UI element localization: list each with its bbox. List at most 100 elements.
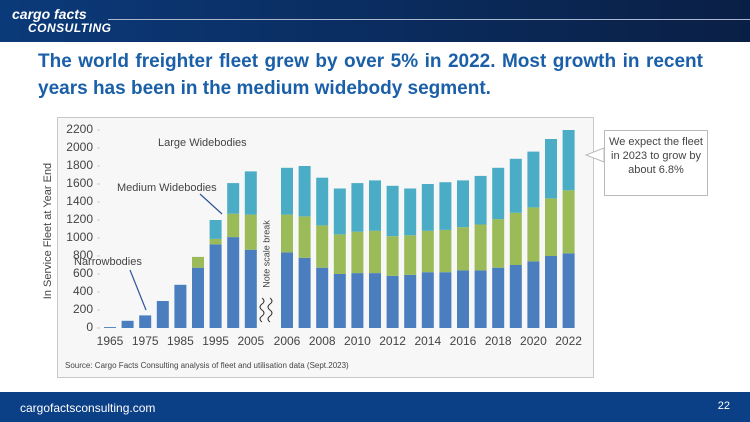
annotation: Large Widebodies bbox=[158, 137, 247, 149]
annotation-arrow bbox=[199, 193, 223, 215]
bar-segment bbox=[316, 177, 329, 226]
bar-segment bbox=[227, 237, 240, 328]
bar-segment bbox=[209, 220, 222, 239]
bar-segment bbox=[369, 180, 381, 231]
bar-segment bbox=[439, 182, 452, 230]
bar-segment bbox=[298, 166, 311, 217]
x-tick-label: 2016 bbox=[450, 334, 477, 348]
bar-segment bbox=[227, 213, 240, 238]
bar-segment bbox=[386, 236, 399, 276]
bar-segment bbox=[244, 249, 257, 328]
bar-segment bbox=[562, 253, 575, 328]
callout-pointer bbox=[584, 147, 605, 163]
bar-segment bbox=[474, 175, 487, 225]
x-tick-label: 1965 bbox=[97, 334, 124, 348]
bar-segment bbox=[527, 261, 540, 328]
bar-segment bbox=[333, 188, 346, 235]
x-tick-label: 2008 bbox=[309, 334, 336, 348]
y-tick-label: 0 bbox=[86, 320, 93, 334]
bar-segment bbox=[457, 270, 469, 328]
bar-segment bbox=[192, 267, 204, 328]
y-tick-label: 2200 bbox=[66, 122, 93, 136]
bar-segment bbox=[298, 257, 311, 328]
bar-segment bbox=[386, 185, 399, 237]
bar-segment bbox=[421, 230, 434, 273]
x-tick-label: 2020 bbox=[520, 334, 547, 348]
y-tick-label: 600 bbox=[73, 266, 93, 280]
y-tick-label: 200 bbox=[73, 302, 93, 316]
bar-segment bbox=[316, 267, 329, 328]
bar-segment bbox=[457, 227, 469, 271]
page-number: 22 bbox=[717, 400, 730, 412]
bar-segment bbox=[369, 230, 381, 274]
bar-segment bbox=[386, 275, 399, 328]
bar-segment bbox=[439, 229, 452, 273]
bar-segment bbox=[351, 183, 364, 232]
bar-segment bbox=[192, 256, 204, 268]
scale-break-symbol bbox=[259, 297, 273, 323]
footer-bar: cargofactsconsulting.com 22 bbox=[0, 392, 750, 422]
bar-segment bbox=[404, 274, 417, 328]
bar-segment bbox=[244, 171, 257, 215]
scale-break-label: Note scale break bbox=[261, 220, 271, 288]
x-tick-label: 2018 bbox=[485, 334, 512, 348]
x-tick-label: 1975 bbox=[132, 334, 159, 348]
bar-segment bbox=[509, 212, 522, 265]
bar-segment bbox=[333, 234, 346, 274]
y-tick-label: 1400 bbox=[66, 194, 93, 208]
bar-segment bbox=[457, 180, 469, 228]
bar-segment bbox=[492, 167, 505, 220]
bar-segment bbox=[121, 320, 134, 328]
x-tick-label: 1995 bbox=[202, 334, 229, 348]
y-tick-label: 2000 bbox=[66, 140, 93, 154]
x-tick-label: 1985 bbox=[167, 334, 194, 348]
bar-segment bbox=[351, 231, 364, 274]
bar-segment bbox=[404, 235, 417, 275]
y-tick-label: 1000 bbox=[66, 230, 93, 244]
bar-segment bbox=[333, 274, 346, 328]
x-tick-label: 2006 bbox=[274, 334, 301, 348]
logo-text: cargo facts bbox=[12, 6, 87, 22]
website: cargofactsconsulting.com bbox=[20, 401, 156, 415]
bar-segment bbox=[139, 315, 152, 328]
bar-segment bbox=[281, 214, 293, 253]
top-bar: cargo facts CONSULTING bbox=[0, 0, 750, 42]
bar-segment bbox=[351, 273, 364, 328]
x-tick-label: 2010 bbox=[344, 334, 371, 348]
bar-segment bbox=[492, 267, 505, 328]
y-tick-label: 1600 bbox=[66, 176, 93, 190]
annotation: Medium Widebodies bbox=[117, 182, 217, 194]
bar-segment bbox=[316, 225, 329, 268]
bar-segment bbox=[527, 207, 540, 262]
bar-segment bbox=[562, 130, 575, 191]
y-tick-label: 1800 bbox=[66, 158, 93, 172]
y-tick-label: 800 bbox=[73, 248, 93, 262]
bar-segment bbox=[439, 272, 452, 328]
bar-segment bbox=[545, 139, 557, 199]
y-tick-label: 1200 bbox=[66, 212, 93, 226]
x-tick-label: 2022 bbox=[555, 334, 582, 348]
bar-segment bbox=[509, 265, 522, 328]
callout: We expect the fleet in 2023 to grow by a… bbox=[604, 130, 708, 196]
bar-segment bbox=[492, 219, 505, 268]
bar-segment bbox=[421, 184, 434, 231]
bar-segment bbox=[227, 183, 240, 214]
y-axis-label: In Service Fleet at Year End bbox=[42, 163, 54, 299]
bar-segment bbox=[527, 151, 540, 208]
bar-segment bbox=[244, 214, 257, 250]
bar-segment bbox=[421, 272, 434, 328]
bar-segment bbox=[369, 273, 381, 328]
bar-segment bbox=[545, 256, 557, 328]
bar-segment bbox=[156, 301, 169, 328]
bar-segment bbox=[209, 244, 222, 328]
y-tick-label: 400 bbox=[73, 284, 93, 298]
bar-segment bbox=[298, 216, 311, 258]
x-tick-label: 2005 bbox=[237, 334, 264, 348]
bar-segment bbox=[104, 327, 116, 328]
bar-segment bbox=[509, 158, 522, 213]
source: Source: Cargo Facts Consulting analysis … bbox=[65, 361, 349, 370]
logo-line bbox=[108, 19, 750, 20]
bar-segment bbox=[474, 270, 487, 328]
